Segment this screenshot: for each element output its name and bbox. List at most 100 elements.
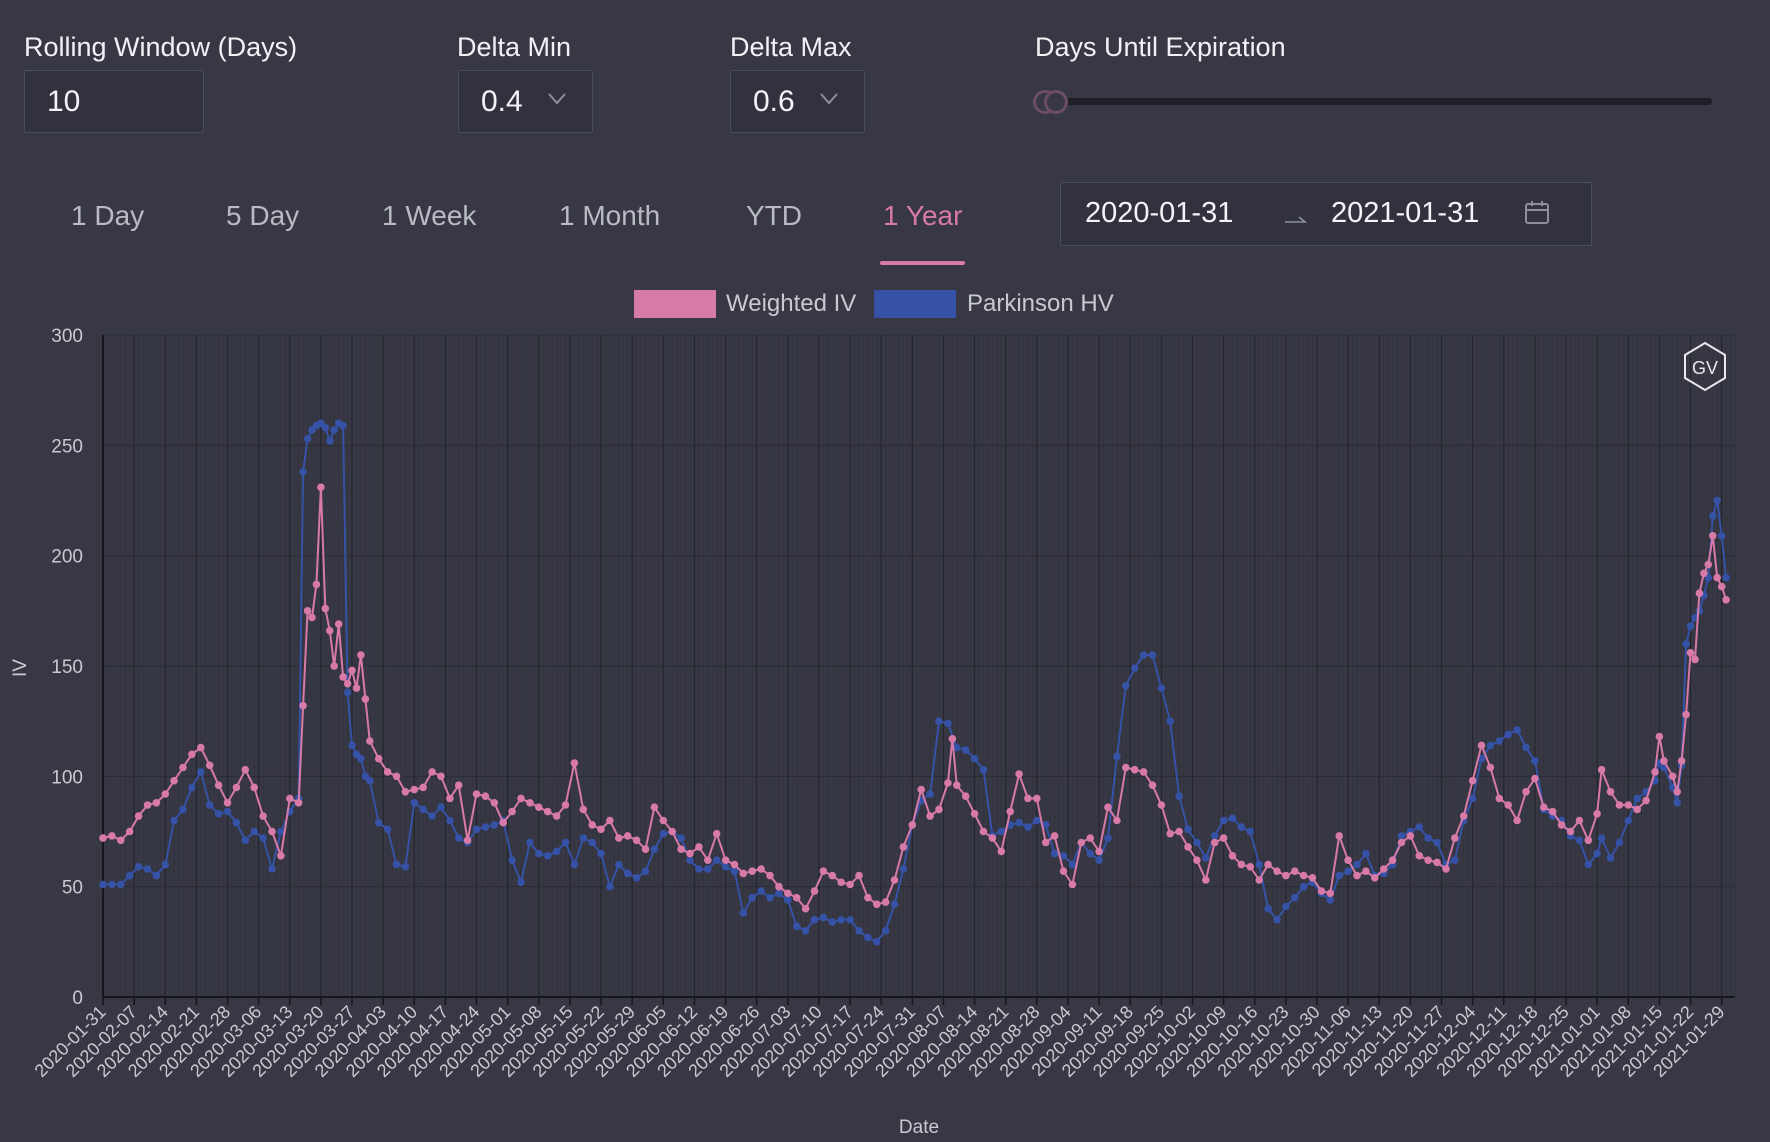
data-point-weighted-iv xyxy=(1597,765,1606,774)
data-point-weighted-iv xyxy=(383,768,392,776)
calendar-icon[interactable] xyxy=(1523,199,1551,227)
data-point-parkinson-hv xyxy=(837,916,845,924)
days-until-expiration-slider[interactable] xyxy=(1032,84,1714,120)
data-point-weighted-iv xyxy=(472,790,481,798)
tab-ytd[interactable]: YTD xyxy=(746,200,802,231)
y-tick-label: 250 xyxy=(51,436,83,457)
data-point-parkinson-hv xyxy=(615,860,623,869)
data-point-weighted-iv xyxy=(339,673,347,681)
data-point-weighted-iv xyxy=(864,893,872,902)
data-point-parkinson-hv xyxy=(508,856,516,864)
data-point-weighted-iv xyxy=(1557,821,1566,829)
data-point-weighted-iv xyxy=(1442,865,1450,873)
tab-1-month[interactable]: 1 Month xyxy=(559,200,661,231)
delta-min-select[interactable]: 0.4 xyxy=(458,70,593,133)
data-point-weighted-iv xyxy=(1477,741,1486,750)
data-point-parkinson-hv xyxy=(1122,682,1130,690)
data-point-weighted-iv xyxy=(961,792,970,800)
legend-swatch-weighted-iv[interactable] xyxy=(634,290,716,318)
data-point-weighted-iv xyxy=(1540,803,1548,811)
data-point-parkinson-hv xyxy=(223,807,232,816)
data-point-weighted-iv xyxy=(1228,852,1237,860)
data-point-weighted-iv xyxy=(1495,794,1504,803)
date-range-end[interactable]: 2021-01-31 xyxy=(1331,197,1480,229)
data-point-weighted-iv xyxy=(1513,816,1521,825)
data-point-weighted-iv xyxy=(348,666,356,675)
tab-5-day[interactable]: 5 Day xyxy=(226,200,300,231)
data-point-weighted-iv xyxy=(948,735,957,743)
tab-1-week[interactable]: 1 Week xyxy=(382,200,477,231)
data-point-parkinson-hv xyxy=(490,821,499,829)
data-point-parkinson-hv xyxy=(1673,799,1681,807)
rolling-window-label: Rolling Window (Days) xyxy=(24,32,298,62)
data-point-weighted-iv xyxy=(317,483,325,492)
data-point-parkinson-hv xyxy=(401,863,410,871)
data-point-weighted-iv xyxy=(294,799,303,807)
data-point-weighted-iv xyxy=(1704,560,1713,569)
data-point-weighted-iv xyxy=(125,827,134,836)
delta-max-select[interactable]: 0.6 xyxy=(730,70,865,133)
data-point-parkinson-hv xyxy=(1717,532,1726,540)
data-point-parkinson-hv xyxy=(1175,792,1183,800)
data-point-weighted-iv xyxy=(819,867,828,875)
data-point-weighted-iv xyxy=(366,737,374,745)
data-point-weighted-iv xyxy=(1548,807,1557,816)
data-point-parkinson-hv xyxy=(250,827,258,836)
data-point-parkinson-hv xyxy=(552,847,561,856)
data-point-weighted-iv xyxy=(704,856,712,864)
data-point-weighted-iv xyxy=(1264,860,1272,869)
data-point-parkinson-hv xyxy=(632,874,641,882)
data-point-weighted-iv xyxy=(1210,838,1219,847)
slider-track xyxy=(1052,98,1712,105)
legend-label-parkinson-hv[interactable]: Parkinson HV xyxy=(967,290,1114,317)
rolling-window-input[interactable]: 10 xyxy=(24,70,204,133)
data-point-parkinson-hv xyxy=(241,836,250,845)
slider-handle-max[interactable] xyxy=(1044,90,1068,114)
data-point-weighted-iv xyxy=(1673,788,1681,796)
data-point-weighted-iv xyxy=(205,761,214,770)
data-point-parkinson-hv xyxy=(1397,832,1406,840)
data-point-weighted-iv xyxy=(1077,838,1086,847)
data-point-parkinson-hv xyxy=(1424,834,1432,842)
data-point-parkinson-hv xyxy=(143,865,152,873)
data-point-weighted-iv xyxy=(343,679,352,688)
data-point-weighted-iv xyxy=(1486,763,1495,772)
data-point-parkinson-hv xyxy=(117,880,125,889)
data-point-weighted-iv xyxy=(1584,836,1593,845)
tab-1-year[interactable]: 1 Year xyxy=(883,200,963,231)
data-point-parkinson-hv xyxy=(1157,684,1166,692)
data-point-parkinson-hv xyxy=(961,746,970,754)
data-point-parkinson-hv xyxy=(259,834,267,842)
logo-text: GV xyxy=(1692,358,1718,378)
date-range-picker[interactable]: 2020-01-31 2021-01-31 xyxy=(1060,182,1592,246)
data-point-weighted-iv xyxy=(170,776,178,785)
tab-1-day[interactable]: 1 Day xyxy=(71,200,145,231)
data-point-parkinson-hv xyxy=(712,856,721,864)
chart-axes: 0501001502002503002020-01-312020-02-0720… xyxy=(31,326,1735,1081)
data-point-parkinson-hv xyxy=(748,893,756,902)
data-point-weighted-iv xyxy=(99,834,107,842)
data-point-parkinson-hv xyxy=(784,896,792,904)
data-point-weighted-iv xyxy=(1504,801,1512,809)
y-tick-label: 150 xyxy=(51,657,83,678)
data-point-weighted-iv xyxy=(299,701,307,710)
data-point-weighted-iv xyxy=(214,781,223,789)
data-point-parkinson-hv xyxy=(1682,640,1690,648)
data-point-parkinson-hv xyxy=(1086,849,1094,858)
data-point-weighted-iv xyxy=(944,779,952,787)
legend-swatch-parkinson-hv[interactable] xyxy=(874,290,956,318)
data-point-weighted-iv xyxy=(303,607,312,615)
data-point-weighted-iv xyxy=(953,781,961,789)
data-point-weighted-iv xyxy=(508,807,516,816)
data-point-weighted-iv xyxy=(1184,843,1192,851)
data-point-parkinson-hv xyxy=(944,719,952,728)
data-point-parkinson-hv xyxy=(926,790,934,798)
data-point-parkinson-hv xyxy=(1113,752,1121,761)
legend-label-weighted-iv[interactable]: Weighted IV xyxy=(726,290,857,317)
data-point-weighted-iv xyxy=(1050,832,1059,840)
data-point-weighted-iv xyxy=(1344,856,1352,864)
data-point-parkinson-hv xyxy=(757,887,765,895)
date-range-start[interactable]: 2020-01-31 xyxy=(1085,197,1234,229)
data-point-parkinson-hv xyxy=(428,812,436,820)
data-point-weighted-iv xyxy=(526,799,534,807)
